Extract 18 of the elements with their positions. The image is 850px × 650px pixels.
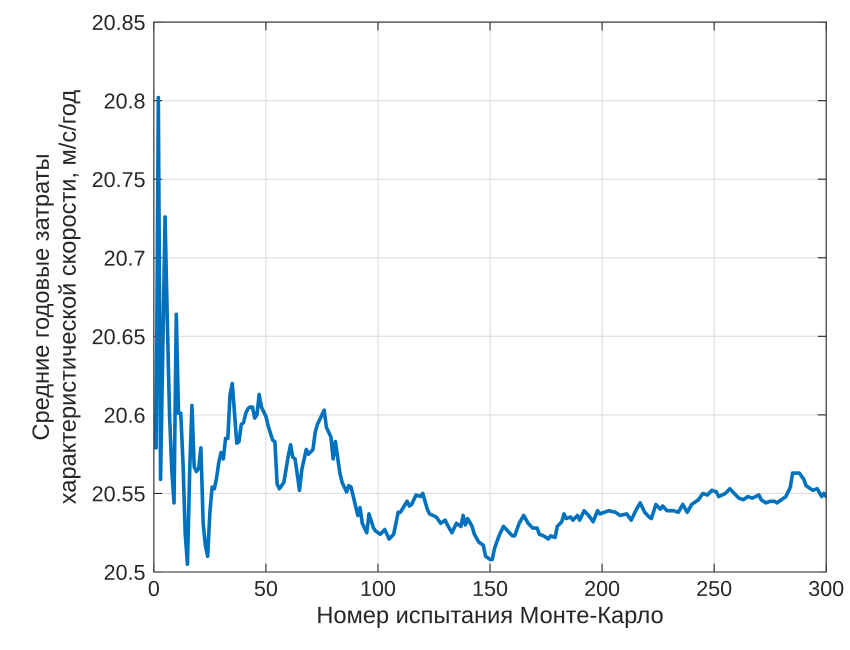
y-tick-label: 20.75 bbox=[92, 172, 145, 188]
x-tick-label: 300 bbox=[809, 580, 844, 596]
y-tick-label: 20.6 bbox=[104, 408, 145, 423]
x-tick-label: 200 bbox=[585, 580, 620, 596]
line-series bbox=[154, 96, 826, 566]
y-tick-label: 20.55 bbox=[92, 486, 145, 502]
y-tick-label: 20.8 bbox=[104, 93, 145, 109]
y-tick-label: 20.85 bbox=[92, 14, 145, 30]
x-tick-label: 150 bbox=[474, 580, 508, 596]
x-tick-label: 50 bbox=[254, 580, 278, 596]
x-tick-label: 250 bbox=[697, 580, 732, 596]
y-tick-label: 20.5 bbox=[104, 564, 145, 580]
x-axis-title: Номер испытания Монте-Карло bbox=[318, 606, 663, 628]
y-tick-label: 20.65 bbox=[92, 329, 145, 344]
x-tick-label: 0 bbox=[148, 580, 159, 596]
y-tick-label: 20.7 bbox=[104, 250, 144, 266]
x-tick-label: 100 bbox=[362, 580, 396, 596]
y-axis-title: Средние годовые затраты характеристической скорости, м/с/год bbox=[32, 90, 81, 504]
